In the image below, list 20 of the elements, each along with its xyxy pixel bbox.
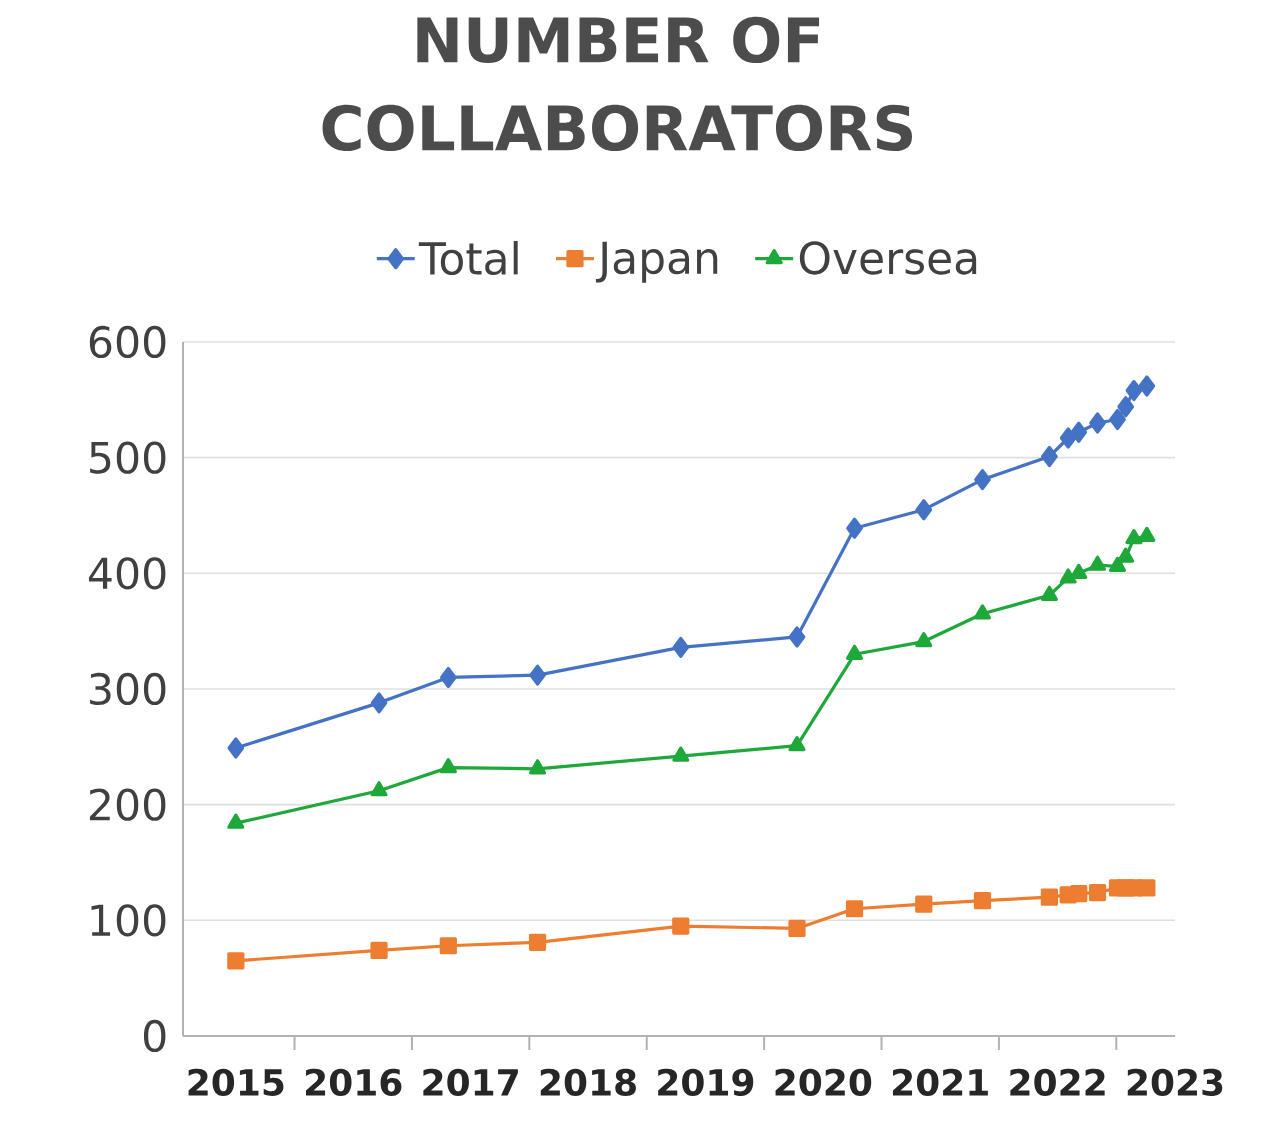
legend-label: Oversea xyxy=(799,241,977,275)
x-tick-label: 2020 xyxy=(775,1068,872,1096)
y-tick-label: 400 xyxy=(88,557,166,590)
y-tick-label: 0 xyxy=(143,1019,166,1053)
y-tick-label: 500 xyxy=(90,441,166,474)
y-tick-label: 200 xyxy=(89,788,166,821)
x-tick-label: 2021 xyxy=(892,1068,988,1096)
x-tick-label: 2015 xyxy=(188,1068,284,1096)
y-tick-label: 300 xyxy=(90,672,166,706)
x-tick-label: 2018 xyxy=(540,1068,636,1096)
legend-label: Total xyxy=(418,240,518,276)
x-tick-label: 2019 xyxy=(658,1068,754,1096)
y-tick-label: 100 xyxy=(91,904,166,937)
chart-title: NUMBER OF COLLABORATORS xyxy=(322,16,912,152)
y-tick-label: 600 xyxy=(89,325,166,359)
x-tick-label: 2023 xyxy=(1127,1068,1223,1096)
x-tick-label: 2016 xyxy=(305,1068,402,1096)
x-tick-label: 2022 xyxy=(1010,1068,1105,1096)
legend-label: Japan xyxy=(595,241,718,283)
x-tick-label: 2017 xyxy=(423,1068,518,1096)
